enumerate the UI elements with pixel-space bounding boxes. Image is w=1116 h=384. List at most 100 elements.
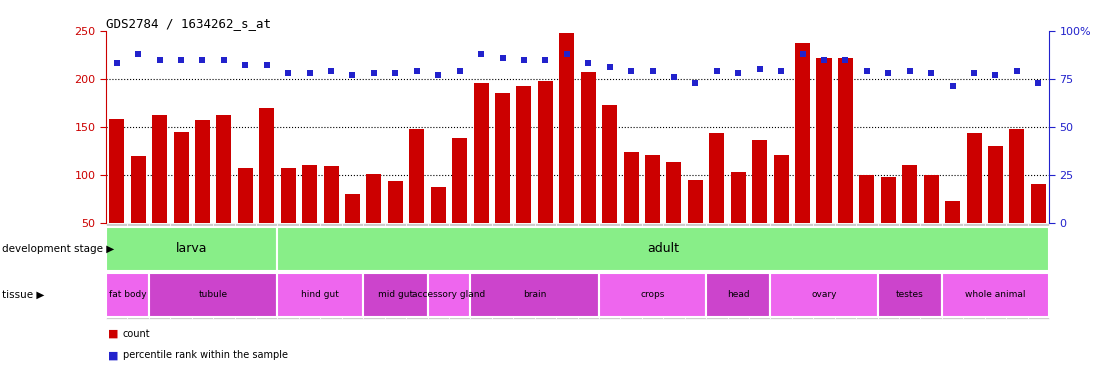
Bar: [148, 223, 171, 319]
Point: [751, 66, 769, 72]
Text: GSM188072: GSM188072: [286, 225, 291, 267]
Bar: [388, 182, 403, 223]
Bar: [731, 172, 745, 223]
Text: GSM188112: GSM188112: [971, 225, 976, 267]
Bar: [259, 109, 275, 223]
Bar: [838, 58, 853, 223]
Bar: [752, 140, 767, 223]
Bar: [302, 165, 317, 223]
Point: [1029, 79, 1047, 86]
Point: [600, 64, 618, 70]
Bar: [687, 180, 703, 223]
Point: [558, 51, 576, 57]
Bar: [984, 223, 1007, 319]
Bar: [148, 273, 278, 317]
Point: [451, 68, 469, 74]
Bar: [556, 223, 578, 319]
Text: GSM188113: GSM188113: [992, 225, 999, 267]
Bar: [924, 175, 939, 223]
Bar: [492, 223, 513, 319]
Bar: [320, 223, 341, 319]
Text: GSM188080: GSM188080: [456, 225, 463, 267]
Bar: [749, 223, 770, 319]
Bar: [1009, 129, 1024, 223]
Bar: [603, 104, 617, 223]
Point: [793, 51, 811, 57]
Point: [430, 72, 448, 78]
Bar: [449, 223, 470, 319]
Bar: [877, 273, 942, 317]
Point: [922, 70, 940, 76]
Bar: [299, 223, 320, 319]
Bar: [624, 152, 638, 223]
Text: GSM188098: GSM188098: [757, 225, 762, 267]
Bar: [517, 86, 531, 223]
Bar: [877, 223, 899, 319]
Bar: [452, 138, 468, 223]
Bar: [109, 119, 124, 223]
Bar: [470, 273, 599, 317]
Point: [514, 56, 532, 63]
Text: GSM188076: GSM188076: [371, 225, 377, 267]
Text: larva: larva: [176, 242, 208, 255]
Bar: [513, 223, 535, 319]
Bar: [363, 223, 385, 319]
Point: [665, 74, 683, 80]
Text: GSM188107: GSM188107: [864, 225, 869, 267]
Text: GSM188075: GSM188075: [349, 225, 356, 267]
Point: [151, 56, 169, 63]
Text: ■: ■: [108, 329, 118, 339]
Bar: [942, 273, 1049, 317]
Text: GSM188100: GSM188100: [200, 225, 205, 267]
Point: [537, 56, 555, 63]
Text: whole animal: whole animal: [965, 290, 1026, 299]
Bar: [538, 81, 552, 223]
Bar: [106, 227, 278, 271]
Point: [772, 68, 790, 74]
Bar: [470, 223, 492, 319]
Text: GSM188115: GSM188115: [1036, 225, 1041, 267]
Point: [407, 68, 425, 74]
Bar: [795, 43, 810, 223]
Text: GSM188084: GSM188084: [542, 225, 548, 267]
Bar: [599, 223, 620, 319]
Bar: [278, 273, 363, 317]
Bar: [278, 223, 299, 319]
Bar: [1031, 184, 1046, 223]
Point: [386, 70, 404, 76]
Point: [837, 56, 855, 63]
Point: [129, 51, 147, 57]
Bar: [406, 223, 427, 319]
Text: mid gut: mid gut: [378, 290, 413, 299]
Text: count: count: [123, 329, 151, 339]
Text: GSM188097: GSM188097: [735, 225, 741, 267]
Bar: [942, 223, 963, 319]
Bar: [792, 223, 814, 319]
Bar: [1028, 223, 1049, 319]
Bar: [427, 223, 449, 319]
Bar: [620, 223, 642, 319]
Text: GSM188102: GSM188102: [242, 225, 249, 267]
Point: [193, 56, 211, 63]
Bar: [496, 93, 510, 223]
Bar: [410, 129, 424, 223]
Bar: [106, 273, 148, 317]
Bar: [578, 223, 599, 319]
Text: ■: ■: [108, 350, 118, 360]
Bar: [859, 175, 874, 223]
Point: [258, 62, 276, 68]
Text: crops: crops: [641, 290, 665, 299]
Bar: [152, 115, 167, 223]
Bar: [131, 156, 146, 223]
Bar: [281, 168, 296, 223]
Text: GSM188096: GSM188096: [714, 225, 720, 267]
Bar: [1007, 223, 1028, 319]
Bar: [106, 223, 127, 319]
Point: [686, 79, 704, 86]
Text: GSM188105: GSM188105: [821, 225, 827, 267]
Bar: [770, 273, 877, 317]
Text: GSM188089: GSM188089: [650, 225, 655, 267]
Point: [172, 56, 190, 63]
Bar: [966, 134, 982, 223]
Point: [472, 51, 490, 57]
